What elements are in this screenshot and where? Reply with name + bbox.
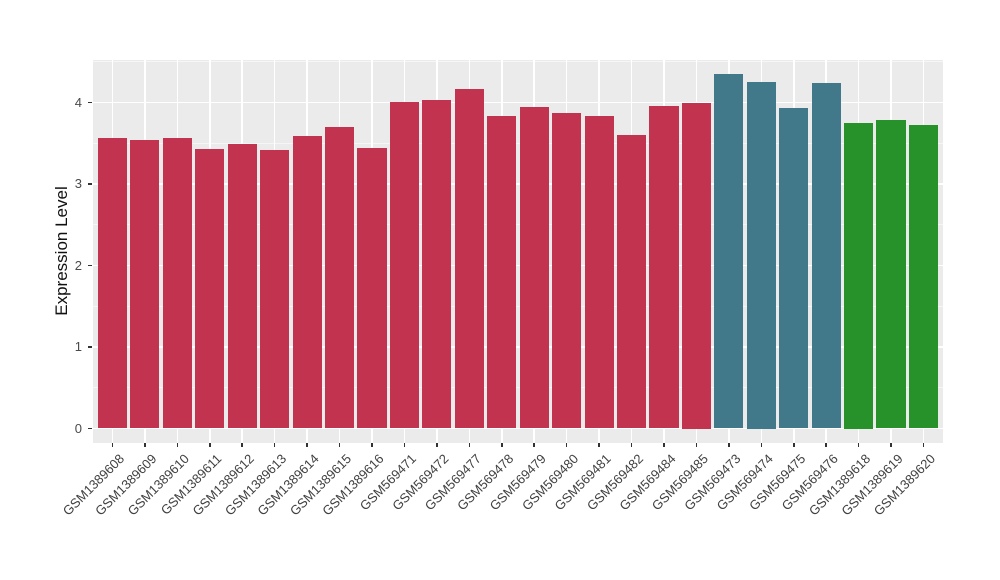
- x-tick-mark: [695, 443, 698, 447]
- bar: [876, 120, 906, 429]
- x-tick-mark: [176, 443, 179, 447]
- bar: [195, 148, 225, 429]
- bar: [389, 101, 420, 429]
- bar: [130, 139, 160, 429]
- y-tick-mark: [88, 346, 92, 348]
- y-tick-mark: [88, 183, 92, 185]
- y-axis-title: Expression Level: [52, 186, 71, 316]
- x-tick-mark: [565, 443, 568, 447]
- bar: [422, 100, 452, 429]
- bar: [552, 113, 582, 429]
- bar: [714, 73, 744, 429]
- x-tick-mark: [598, 443, 600, 447]
- bar: [260, 149, 290, 429]
- gridline-major: [93, 183, 943, 185]
- y-axis-tick-label: 2: [74, 257, 82, 273]
- gridline-minor: [93, 387, 943, 389]
- bar: [811, 82, 841, 429]
- x-tick-mark: [273, 443, 276, 447]
- gridline-major: [93, 101, 943, 104]
- bar: [227, 144, 257, 429]
- y-axis-tick-label: 1: [74, 339, 82, 354]
- bar: [454, 88, 484, 429]
- x-tick-mark: [111, 443, 114, 447]
- gridline-major: [93, 346, 943, 348]
- x-tick-mark: [728, 443, 730, 447]
- x-tick-mark: [144, 443, 146, 447]
- x-tick-mark: [922, 443, 925, 447]
- y-tick-mark: [88, 427, 92, 430]
- gridline-minor: [93, 61, 943, 63]
- x-tick-mark: [760, 443, 763, 447]
- gridline-minor: [93, 142, 943, 144]
- x-tick-mark: [208, 443, 211, 447]
- x-tick-mark: [663, 443, 665, 447]
- bar: [519, 107, 549, 429]
- plot-panel: [93, 60, 943, 443]
- x-tick-mark: [306, 443, 308, 447]
- bar: [746, 82, 776, 429]
- x-tick-mark: [825, 443, 827, 447]
- y-axis-tick-label: 4: [74, 94, 82, 110]
- x-tick-mark: [630, 443, 633, 447]
- x-tick-mark: [500, 443, 503, 447]
- bar: [681, 102, 712, 429]
- x-tick-mark: [468, 443, 471, 447]
- gridline-major: [93, 427, 943, 430]
- bar: [97, 137, 128, 429]
- bar: [908, 125, 939, 429]
- bar: [844, 122, 874, 429]
- y-tick-mark: [88, 264, 92, 267]
- x-tick-mark: [857, 443, 860, 447]
- gridline-minor: [93, 305, 943, 307]
- bar: [324, 126, 355, 429]
- bar: [616, 135, 647, 429]
- x-tick-mark: [436, 443, 438, 447]
- bar: [357, 148, 387, 429]
- bar: [649, 105, 679, 429]
- x-tick-mark: [371, 443, 373, 447]
- bar: [779, 108, 809, 429]
- y-tick-mark: [88, 101, 92, 104]
- x-tick-mark: [338, 443, 341, 447]
- bar: [584, 115, 614, 429]
- x-tick-mark: [533, 443, 535, 447]
- gridline-major: [93, 264, 943, 267]
- y-axis-tick-label: 0: [74, 420, 82, 436]
- x-tick-mark: [890, 443, 892, 447]
- x-tick-mark: [792, 443, 795, 447]
- bar: [162, 137, 192, 429]
- x-tick-mark: [403, 443, 406, 447]
- x-tick-mark: [241, 443, 244, 447]
- bar: [292, 135, 322, 429]
- y-axis-tick-label: 3: [74, 176, 82, 191]
- gridline-minor: [93, 224, 943, 226]
- bar: [487, 116, 517, 429]
